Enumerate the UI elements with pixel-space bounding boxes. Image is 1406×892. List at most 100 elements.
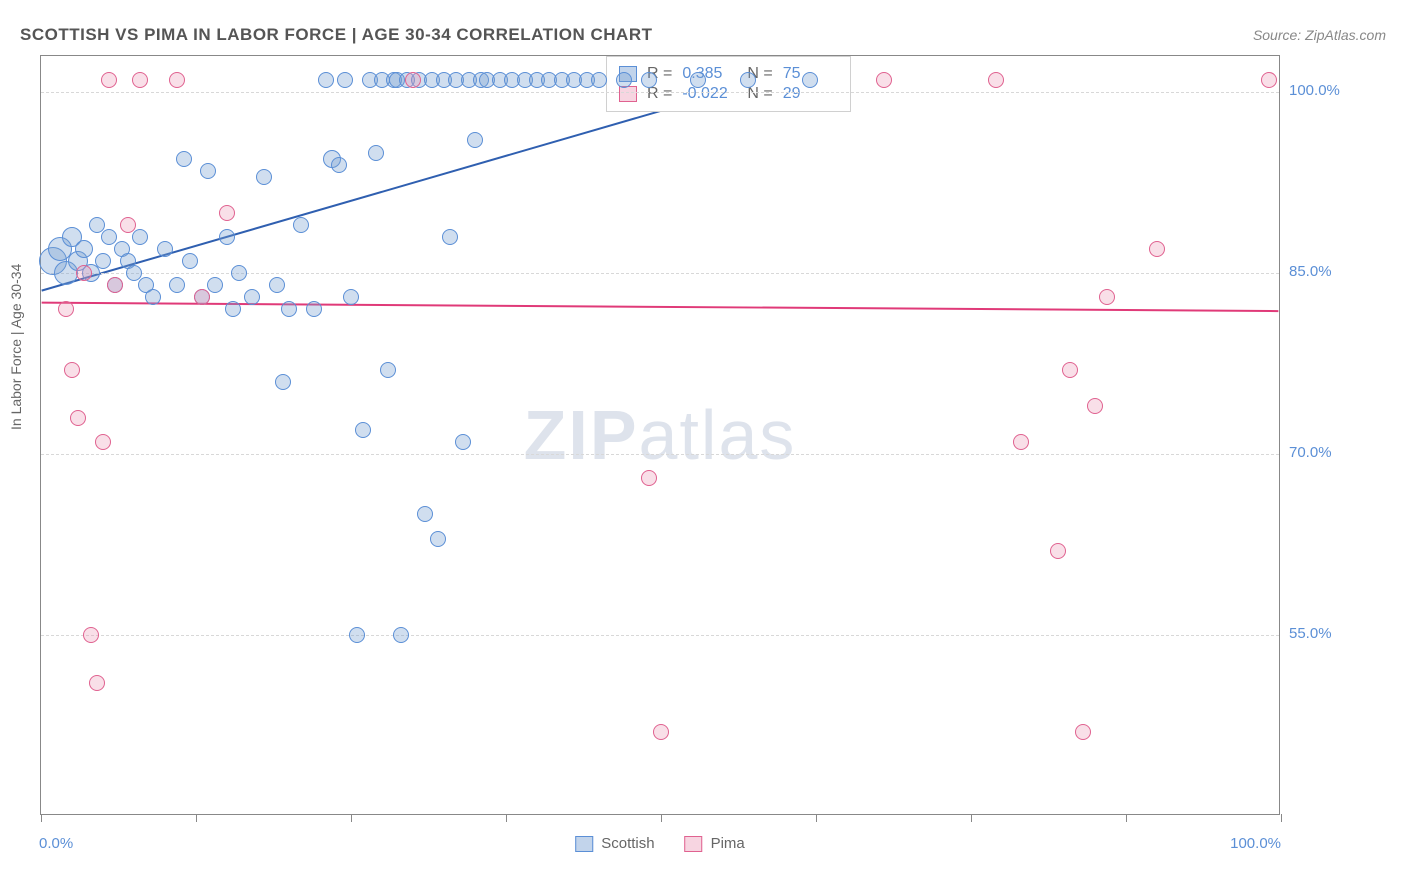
stats-row: R =-0.022N =29 <box>619 85 838 103</box>
scatter-point <box>641 72 657 88</box>
chart-source: Source: ZipAtlas.com <box>1253 27 1386 43</box>
scatter-point <box>349 627 365 643</box>
scatter-point <box>101 72 117 88</box>
scatter-point <box>76 265 92 281</box>
scatter-point <box>231 265 247 281</box>
scatter-point <box>132 72 148 88</box>
scatter-point <box>89 675 105 691</box>
scatter-point <box>200 163 216 179</box>
scatter-point <box>157 241 173 257</box>
scatter-point <box>1050 543 1066 559</box>
gridline-h <box>41 92 1279 93</box>
watermark-atlas: atlas <box>639 396 797 474</box>
x-axis-min-label: 0.0% <box>39 835 73 852</box>
legend-swatch <box>575 836 593 852</box>
scatter-point <box>740 72 756 88</box>
legend-item: Scottish <box>575 835 654 852</box>
scatter-point <box>1099 289 1115 305</box>
scatter-point <box>194 289 210 305</box>
scatter-point <box>1149 241 1165 257</box>
scatter-point <box>95 434 111 450</box>
legend: Scottish Pima <box>575 835 745 852</box>
y-tick-label: 70.0% <box>1289 444 1359 461</box>
x-tick-mark <box>661 814 662 822</box>
scatter-point <box>244 289 260 305</box>
scatter-point <box>306 301 322 317</box>
scatter-point <box>455 434 471 450</box>
legend-swatch <box>685 836 703 852</box>
chart-header: SCOTTISH VS PIMA IN LABOR FORCE | AGE 30… <box>20 20 1386 50</box>
n-label: N = <box>747 85 772 103</box>
scatter-point <box>1013 434 1029 450</box>
x-tick-mark <box>351 814 352 822</box>
scatter-point <box>331 157 347 173</box>
scatter-point <box>876 72 892 88</box>
chart-title: SCOTTISH VS PIMA IN LABOR FORCE | AGE 30… <box>20 25 653 45</box>
y-tick-label: 100.0% <box>1289 82 1359 99</box>
watermark: ZIPatlas <box>524 395 797 475</box>
scatter-point <box>442 229 458 245</box>
scatter-point <box>1062 362 1078 378</box>
scatter-point <box>95 253 111 269</box>
legend-item: Pima <box>685 835 745 852</box>
scatter-point <box>417 506 433 522</box>
scatter-point <box>182 253 198 269</box>
scatter-point <box>802 72 818 88</box>
series-swatch <box>619 86 637 102</box>
gridline-h <box>41 273 1279 274</box>
scatter-point <box>318 72 334 88</box>
scatter-point <box>653 724 669 740</box>
plot-area: ZIPatlas R =0.385N =75R =-0.022N =29 0.0… <box>40 55 1280 815</box>
scatter-point <box>641 470 657 486</box>
scatter-point <box>256 169 272 185</box>
scatter-point <box>70 410 86 426</box>
scatter-point <box>132 229 148 245</box>
watermark-zip: ZIP <box>524 396 639 474</box>
scatter-point <box>343 289 359 305</box>
legend-label: Scottish <box>601 835 654 852</box>
x-tick-mark <box>1126 814 1127 822</box>
scatter-point <box>281 301 297 317</box>
scatter-point <box>355 422 371 438</box>
x-tick-mark <box>41 814 42 822</box>
trend-lines <box>41 56 1279 814</box>
scatter-point <box>219 205 235 221</box>
scatter-point <box>83 627 99 643</box>
scatter-point <box>75 240 93 258</box>
scatter-point <box>1261 72 1277 88</box>
scatter-point <box>219 229 235 245</box>
x-tick-mark <box>971 814 972 822</box>
scatter-point <box>169 72 185 88</box>
scatter-point <box>1087 398 1103 414</box>
scatter-point <box>1075 724 1091 740</box>
scatter-point <box>337 72 353 88</box>
scatter-point <box>690 72 706 88</box>
scatter-point <box>225 301 241 317</box>
scatter-point <box>405 72 421 88</box>
scatter-point <box>176 151 192 167</box>
scatter-point <box>430 531 446 547</box>
scatter-point <box>107 277 123 293</box>
scatter-point <box>64 362 80 378</box>
scatter-point <box>293 217 309 233</box>
scatter-point <box>393 627 409 643</box>
x-tick-mark <box>506 814 507 822</box>
gridline-h <box>41 635 1279 636</box>
scatter-point <box>169 277 185 293</box>
scatter-point <box>380 362 396 378</box>
gridline-h <box>41 454 1279 455</box>
scatter-point <box>591 72 607 88</box>
x-tick-mark <box>1281 814 1282 822</box>
x-tick-mark <box>816 814 817 822</box>
x-axis-max-label: 100.0% <box>1230 835 1281 852</box>
scatter-point <box>207 277 223 293</box>
scatter-point <box>368 145 384 161</box>
x-tick-mark <box>196 814 197 822</box>
y-axis-label: In Labor Force | Age 30-34 <box>8 264 24 430</box>
scatter-point <box>120 217 136 233</box>
y-tick-label: 55.0% <box>1289 625 1359 642</box>
scatter-point <box>616 72 632 88</box>
scatter-point <box>269 277 285 293</box>
y-tick-label: 85.0% <box>1289 263 1359 280</box>
scatter-point <box>988 72 1004 88</box>
